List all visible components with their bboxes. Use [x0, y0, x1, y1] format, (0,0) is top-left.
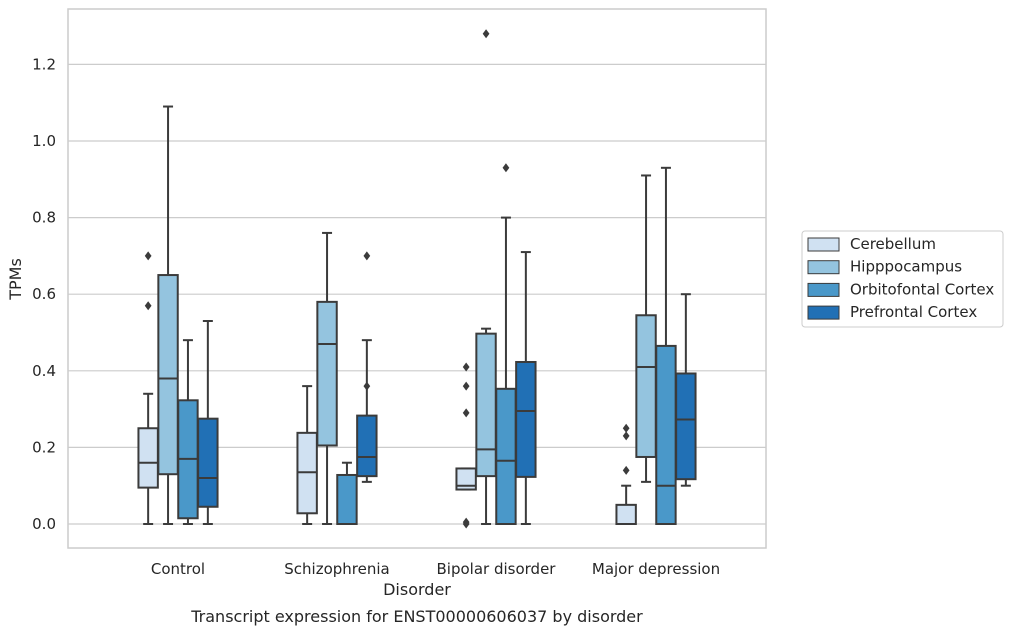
box-cerebellum-2: [455, 362, 477, 529]
legend-label: Cerebellum: [850, 235, 936, 253]
outlier-point: [144, 301, 152, 311]
legend-item: Orbitofontal Cortex: [807, 280, 994, 298]
legend-frame: [801, 230, 1004, 328]
outlier-point: [144, 251, 152, 261]
outlier-point: [622, 423, 630, 433]
x-tick-label: Control: [151, 560, 205, 578]
y-tick-label: 0.4: [32, 362, 56, 380]
box-body: [635, 314, 657, 458]
box-body: [515, 360, 537, 478]
outlier-point: [363, 251, 371, 261]
box-body: [495, 387, 517, 525]
box-prefrontal-cortex-3: [675, 293, 697, 487]
box-hipppocampus-3: [635, 174, 657, 483]
box-hipppocampus-1: [316, 231, 338, 525]
figure-caption: Transcript expression for ENST0000060603…: [190, 607, 643, 626]
box-prefrontal-cortex-2: [515, 251, 537, 525]
box-body: [475, 332, 497, 478]
box-body: [615, 503, 637, 526]
outlier-point: [462, 381, 470, 391]
y-tick-label: 0.2: [32, 438, 56, 456]
outlier-point: [622, 431, 630, 441]
box-prefrontal-cortex-1: [356, 251, 378, 483]
legend-item: Cerebellum: [807, 235, 936, 253]
outlier-point: [462, 517, 470, 527]
outlier-point: [363, 381, 371, 391]
x-tick-label: Schizophrenia: [284, 560, 389, 578]
box-hipppocampus-2: [475, 29, 497, 525]
x-axis-title: Disorder: [383, 580, 451, 599]
legend-label: Prefrontal Cortex: [850, 303, 977, 321]
y-tick-label: 1.0: [32, 132, 56, 150]
box-body: [316, 300, 338, 447]
x-tick-labels: Control Schizophrenia Bipolar disorder Majo…: [151, 560, 720, 578]
plot-frame: [67, 8, 767, 549]
outlier-point: [502, 163, 510, 173]
legend-item: Prefrontal Cortex: [807, 303, 977, 321]
y-tick-label: 0.0: [32, 515, 56, 533]
outlier-point: [482, 29, 490, 39]
y-tick-label: 0.8: [32, 209, 56, 227]
box-body: [197, 417, 219, 508]
box-orbitofontal-cortex-3: [655, 166, 677, 525]
box-body: [137, 427, 159, 489]
y-axis-title: TPMs: [6, 258, 25, 301]
box-body: [157, 274, 179, 476]
box-cerebellum-0: [137, 251, 159, 525]
legend: Cerebellum Hipppocampus Orbitofontal Corte…: [801, 230, 1004, 328]
outlier-point: [462, 362, 470, 372]
outlier-point: [462, 408, 470, 418]
legend-item: Hipppocampus: [807, 258, 962, 276]
legend-label: Orbitofontal Cortex: [850, 280, 994, 298]
box-prefrontal-cortex-0: [197, 320, 219, 525]
box-hipppocampus-0: [157, 105, 179, 525]
legend-swatch: [807, 260, 840, 275]
y-tick-labels: 0.0 0.2 0.4 0.6 0.8 1.0 1.2: [32, 55, 56, 533]
outlier-point: [622, 465, 630, 475]
box-body: [655, 344, 677, 525]
x-tick-label: Bipolar disorder: [437, 560, 557, 578]
box-body: [356, 414, 378, 478]
x-tick-label: Major depression: [592, 560, 720, 578]
box-orbitofontal-cortex-1: [336, 461, 358, 526]
box-body: [675, 372, 697, 481]
box-orbitofontal-cortex-0: [177, 339, 199, 525]
legend-swatch: [807, 282, 840, 297]
legend-swatch: [807, 305, 840, 320]
box-orbitofontal-cortex-2: [495, 163, 517, 525]
box-body: [336, 473, 358, 526]
box-body: [455, 467, 477, 491]
box-cerebellum-1: [296, 385, 318, 525]
legend-swatch: [807, 237, 840, 252]
box-cerebellum-3: [615, 423, 637, 526]
y-tick-label: 0.6: [32, 285, 56, 303]
plot-boxes: [137, 29, 697, 529]
y-tick-label: 1.2: [32, 55, 56, 73]
legend-label: Hipppocampus: [850, 258, 962, 276]
